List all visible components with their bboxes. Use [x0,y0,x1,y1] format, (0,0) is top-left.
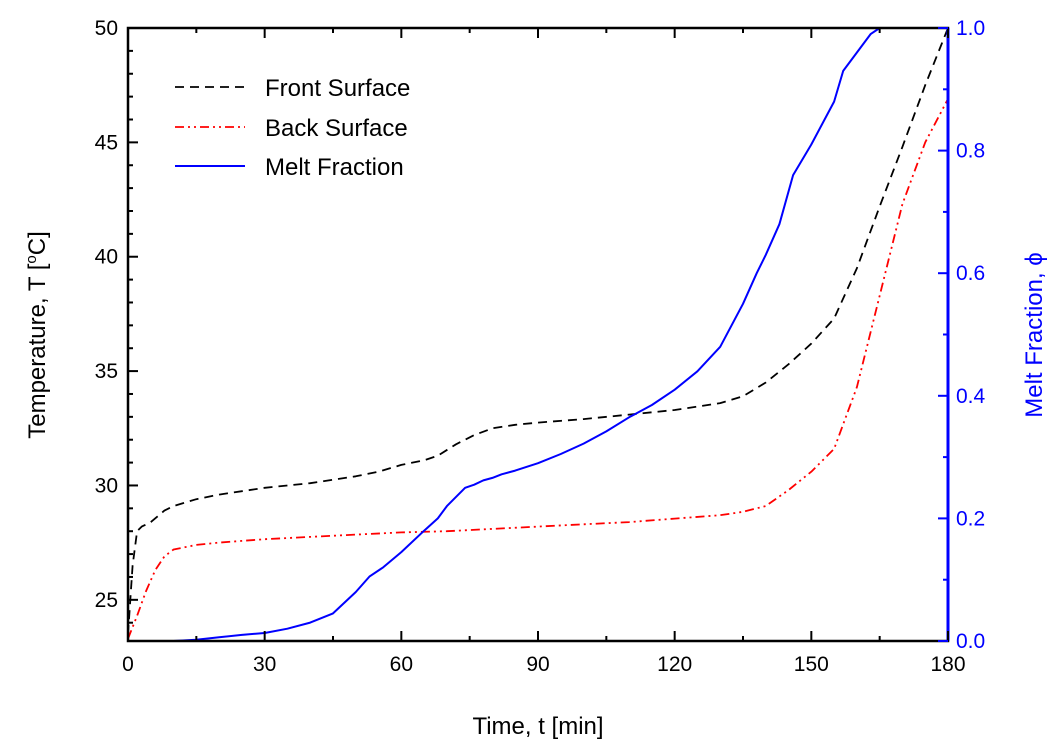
y-right-tick-label: 1.0 [956,17,985,40]
x-tick-label: 30 [253,653,276,676]
back-surface-line [127,98,949,640]
y-left-axis-title: Temperature, T [oC] [23,231,51,439]
x-tick-label: 90 [526,653,549,676]
legend-melt-label: Melt Fraction [265,154,404,181]
legend-front-label: Front Surface [265,75,410,102]
y-right-tick-label: 0.0 [956,630,985,653]
melt-fraction-line [128,27,881,642]
x-tick-label: 0 [122,653,134,676]
legend-back-label: Back Surface [265,115,408,142]
y-left-title-suffix: C] [24,231,51,255]
y-left-title-degree: o [23,255,40,263]
y-right-tick-label: 0.8 [956,140,985,163]
x-axis: 0 30 60 90 120 150 180 [122,28,966,676]
front-surface-line [127,27,949,635]
y-left-tick-label: 50 [95,17,118,40]
y-right-axis-title: Melt Fraction, ϕ [1021,252,1048,417]
x-axis-title: Time, t [min] [472,713,603,740]
x-tick-label: 120 [657,653,692,676]
x-tick-label: 60 [390,653,413,676]
y-left-tick-label: 40 [95,246,118,269]
y-left-tick-label: 25 [95,589,118,612]
x-tick-label: 180 [930,653,965,676]
y-right-tick-label: 0.2 [956,507,985,530]
y-right-tick-label: 0.6 [956,262,985,285]
series-layer [127,27,949,642]
y-left-title-prefix: Temperature, T [ [24,263,51,439]
y-left-tick-label: 35 [95,360,118,383]
y-left-tick-label: 45 [95,131,118,154]
y-left-tick-label: 30 [95,474,118,497]
x-tick-label: 150 [794,653,829,676]
legend: Front Surface Back Surface Melt Fraction [175,75,410,181]
y-right-tick-label: 0.4 [956,385,986,408]
y-right-axis: 0.0 0.2 0.4 0.6 0.8 1.0 [938,17,986,653]
y-left-axis: 25 30 35 40 45 50 [95,17,138,624]
